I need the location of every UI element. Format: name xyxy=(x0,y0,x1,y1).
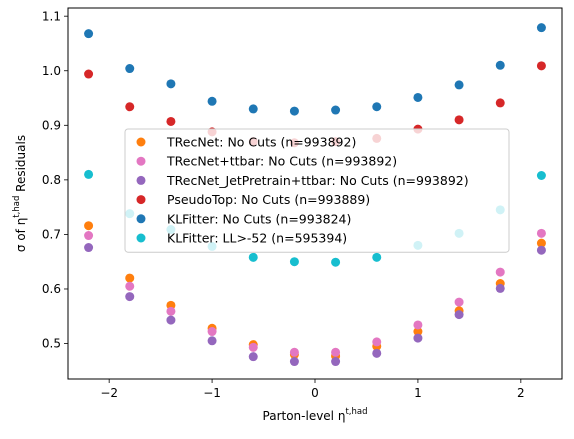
data-point xyxy=(413,320,423,330)
data-point xyxy=(207,336,217,346)
x-tick-label: 0 xyxy=(311,386,319,400)
legend-label: TRecNet_JetPretrain+ttbar: No Cuts (n=99… xyxy=(166,173,469,188)
data-point xyxy=(248,104,258,114)
data-point xyxy=(84,221,94,231)
y-tick-label: 0.8 xyxy=(42,173,61,187)
legend-marker xyxy=(136,137,146,147)
data-point xyxy=(331,105,341,115)
data-point xyxy=(125,273,135,283)
data-point xyxy=(84,69,94,79)
data-point xyxy=(125,292,135,302)
data-point xyxy=(331,347,341,357)
data-point xyxy=(454,115,464,125)
data-point xyxy=(248,252,258,262)
data-point xyxy=(125,281,135,291)
data-point xyxy=(166,116,176,126)
data-point xyxy=(84,243,94,253)
data-point xyxy=(413,333,423,343)
data-point xyxy=(454,310,464,320)
data-point xyxy=(495,60,505,70)
y-tick-label: 0.6 xyxy=(42,282,61,296)
data-point xyxy=(372,252,382,262)
data-point xyxy=(372,348,382,358)
x-axis-label: Parton-level ηt,had xyxy=(263,407,368,423)
data-point xyxy=(84,169,94,179)
data-point xyxy=(166,306,176,316)
x-axis-label-base: Parton-level η xyxy=(263,409,346,423)
y-axis-label-sup: t,had xyxy=(12,196,22,218)
data-point xyxy=(248,342,258,352)
legend-label: TRecNet: No Cuts (n=993892) xyxy=(166,135,356,150)
data-point xyxy=(166,315,176,325)
data-point xyxy=(289,106,299,116)
data-point xyxy=(454,297,464,307)
data-point xyxy=(331,357,341,367)
data-point xyxy=(289,347,299,357)
data-point xyxy=(84,29,94,39)
data-point xyxy=(495,283,505,293)
data-point xyxy=(454,80,464,90)
data-point xyxy=(413,327,423,337)
data-point xyxy=(248,352,258,362)
legend-box xyxy=(124,128,510,253)
y-tick-label: 1.1 xyxy=(42,9,61,23)
series-2 xyxy=(84,243,546,367)
x-tick-label: 2 xyxy=(517,386,525,400)
legend: TRecNet: No Cuts (n=993892) TRecNet+ttbar… xyxy=(124,128,510,253)
data-point xyxy=(84,231,94,241)
series-4 xyxy=(84,23,546,116)
y-axis-label-suffix: Residuals xyxy=(14,135,28,196)
y-tick-label: 1.0 xyxy=(42,64,61,78)
y-tick-label: 0.5 xyxy=(42,337,61,351)
legend-label: KLFitter: No Cuts (n=993824) xyxy=(167,211,351,226)
data-point xyxy=(289,357,299,367)
legend-marker xyxy=(136,175,146,185)
data-point xyxy=(413,92,423,102)
data-point xyxy=(166,79,176,89)
series-1 xyxy=(84,228,546,357)
legend-marker xyxy=(136,214,146,224)
y-tick-label: 0.9 xyxy=(42,119,61,133)
data-point xyxy=(372,337,382,347)
legend-label: TRecNet+ttbar: No Cuts (n=993892) xyxy=(166,154,397,169)
data-point xyxy=(536,23,546,33)
data-point xyxy=(536,61,546,71)
data-point xyxy=(495,98,505,108)
y-tick-label: 0.7 xyxy=(42,228,61,242)
data-point xyxy=(331,257,341,267)
legend-label: PseudoTop: No Cuts (n=993889) xyxy=(167,192,370,207)
x-axis-label-sup: t,had xyxy=(345,407,367,417)
data-point xyxy=(536,170,546,180)
legend-marker xyxy=(136,156,146,166)
x-axis: −2 −1 0 1 2 xyxy=(100,379,525,400)
x-tick-label: −2 xyxy=(100,386,118,400)
data-point xyxy=(536,245,546,255)
y-axis-label-prefix: σ of η xyxy=(14,218,28,252)
data-point xyxy=(125,64,135,74)
data-point xyxy=(125,102,135,112)
data-point xyxy=(289,257,299,267)
legend-marker xyxy=(136,195,146,205)
data-point xyxy=(207,327,217,337)
data-point xyxy=(372,102,382,112)
x-tick-label: 1 xyxy=(414,386,422,400)
legend-marker xyxy=(136,233,146,243)
x-tick-label: −1 xyxy=(203,386,221,400)
data-point xyxy=(207,96,217,106)
data-point xyxy=(495,267,505,277)
data-point xyxy=(536,228,546,238)
legend-label: KLFitter: LL>-52 (n=595394) xyxy=(167,231,347,246)
y-axis: 0.5 0.6 0.7 0.8 0.9 1.0 1.1 xyxy=(42,9,68,351)
y-axis-label: σ of ηt,had Residuals xyxy=(12,135,28,252)
data-point xyxy=(536,238,546,248)
